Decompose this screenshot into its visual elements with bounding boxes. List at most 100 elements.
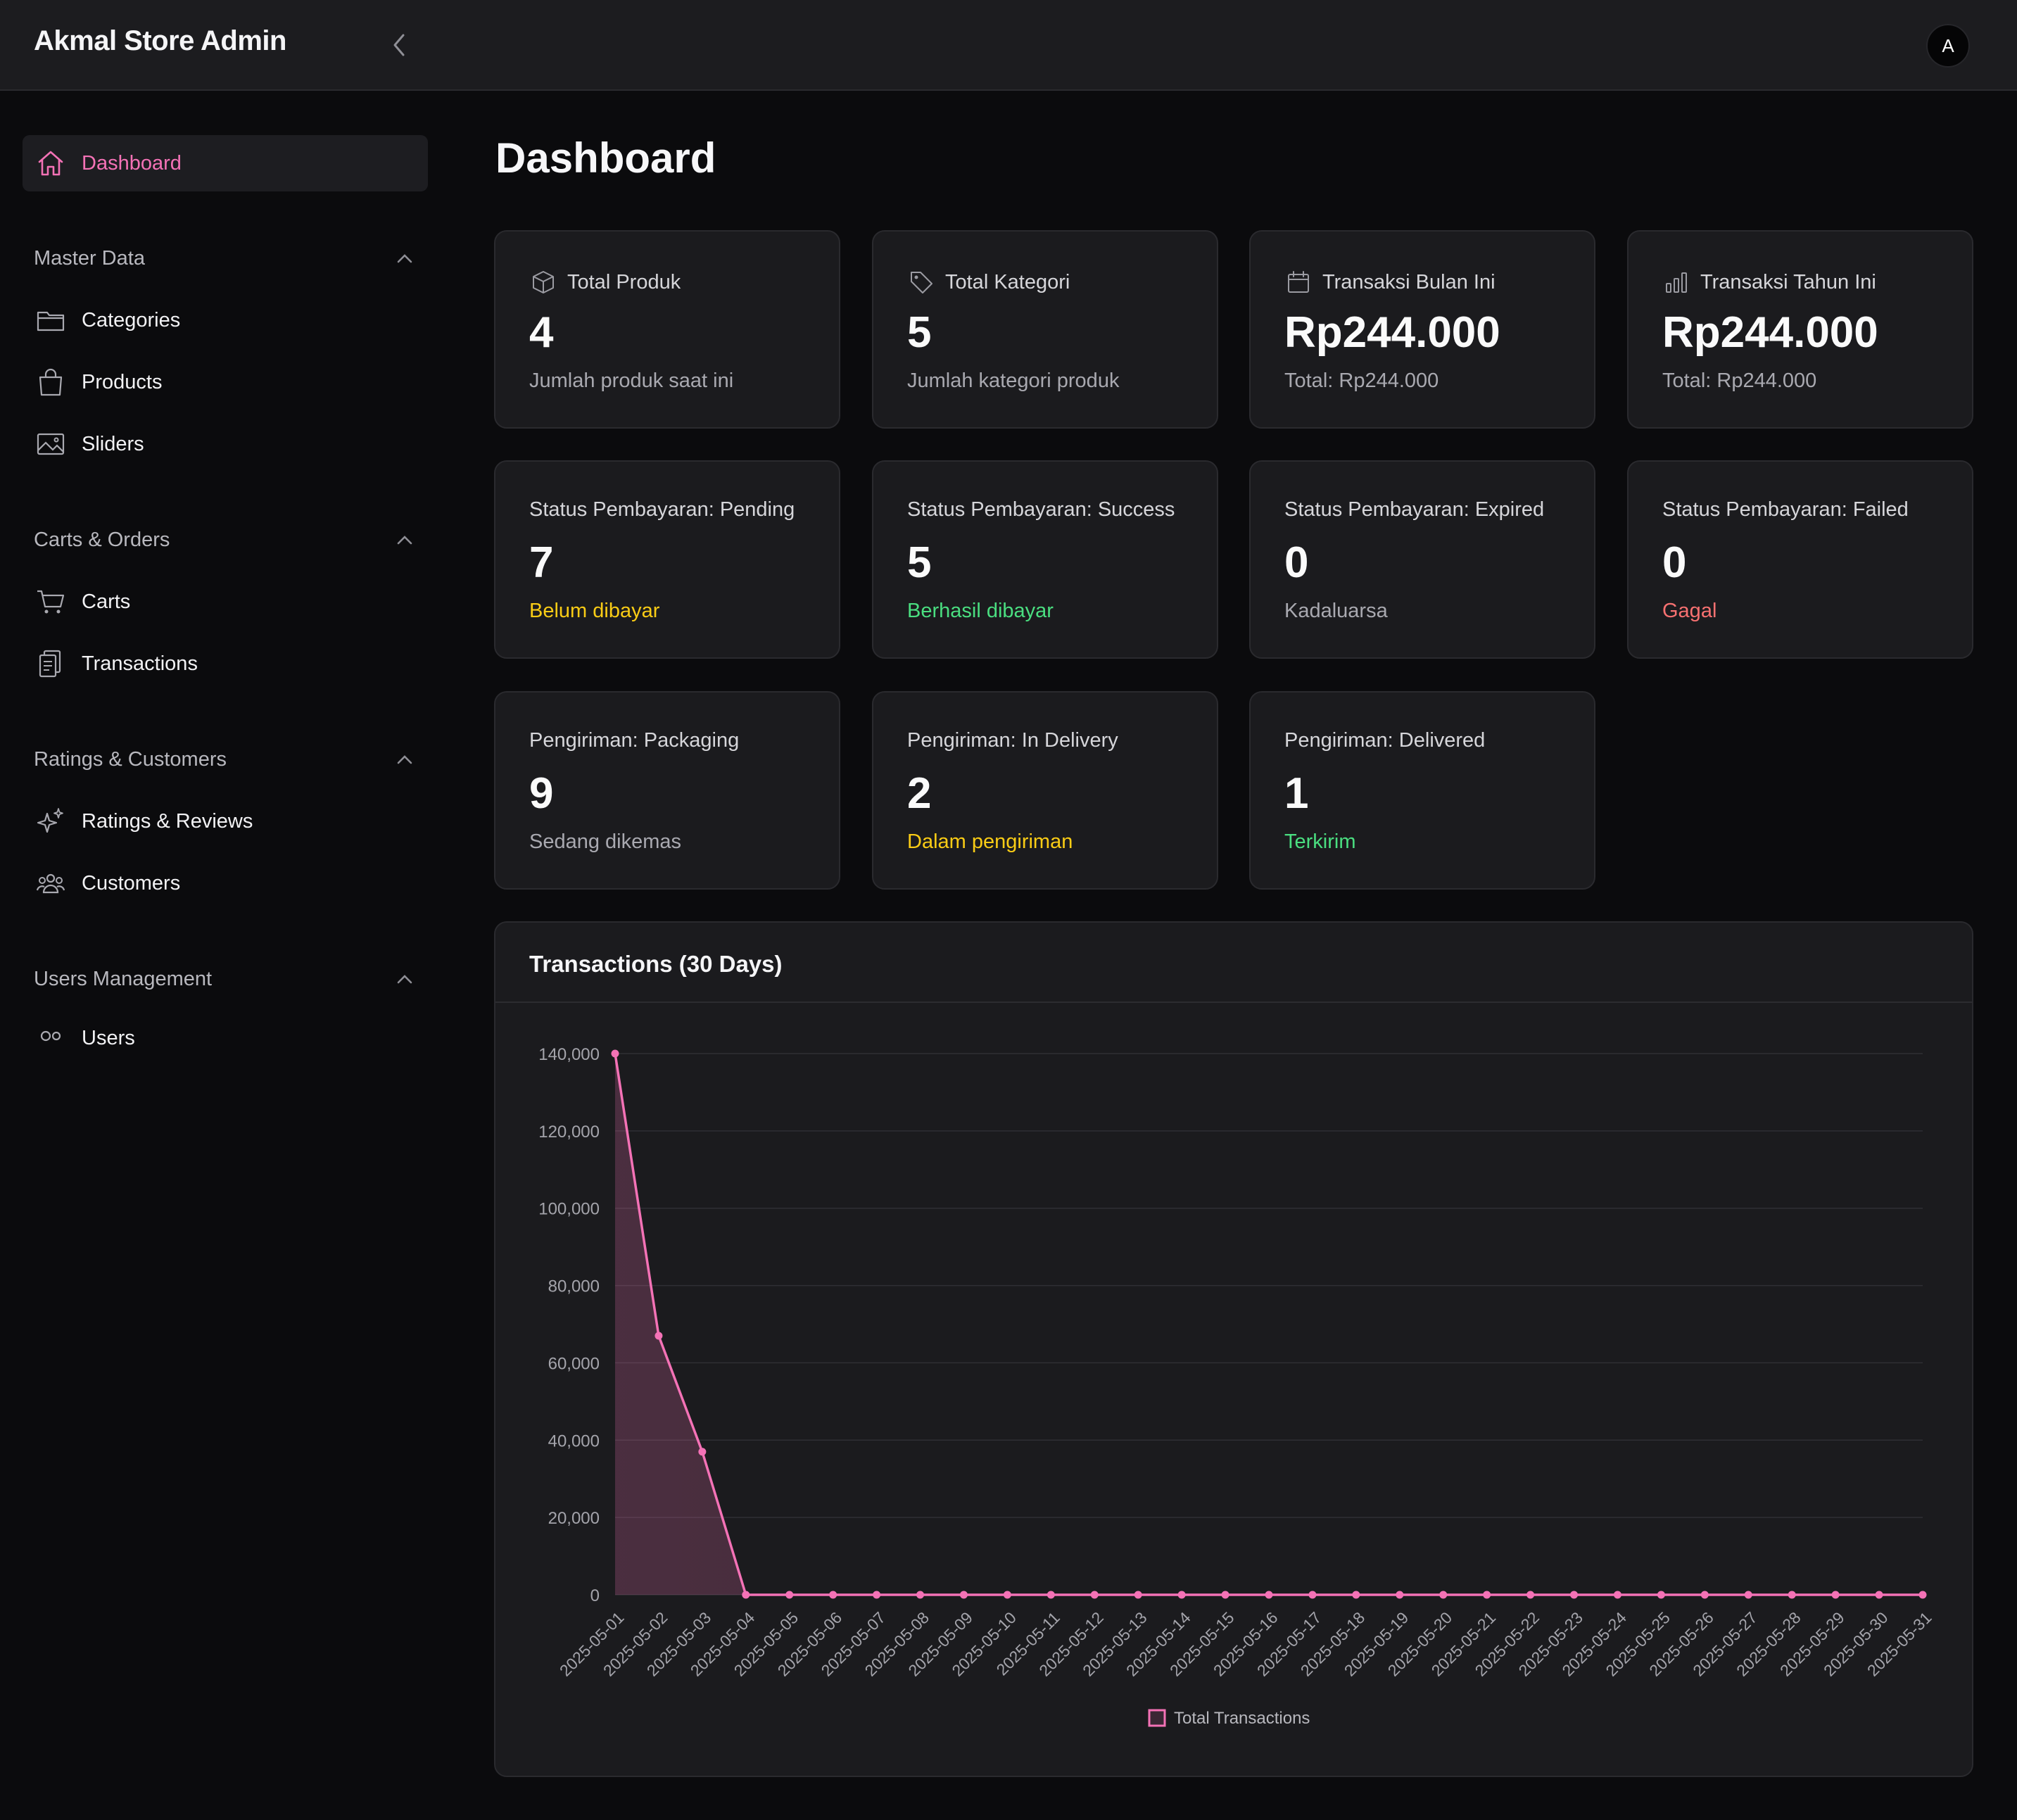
group-label: Users Management	[34, 967, 213, 990]
transactions-chart-card: Transactions (30 Days) 0 20,000 40,000 60,0…	[494, 921, 1973, 1777]
image-icon	[35, 429, 66, 460]
card-title: Status Pembayaran: Success	[907, 498, 1175, 521]
card-title: Status Pembayaran: Expired	[1284, 498, 1545, 521]
data-point[interactable]	[1657, 1591, 1665, 1599]
data-point[interactable]	[1613, 1591, 1621, 1599]
card-value: 9	[529, 769, 554, 818]
page-title: Dashboard	[495, 134, 716, 182]
card-value: 0	[1662, 538, 1687, 587]
data-point[interactable]	[1526, 1591, 1535, 1599]
data-point[interactable]	[1744, 1591, 1752, 1599]
card-subtitle: Belum dibayar	[529, 600, 660, 622]
chart-title: Transactions (30 Days)	[529, 951, 783, 977]
sidebar-item-label: Customers	[82, 871, 181, 895]
stat-card-shipping-delivered: Pengiriman: Delivered 1 Terkirim	[1249, 691, 1595, 890]
sidebar-item-ratings-reviews[interactable]: Ratings & Reviews	[23, 793, 428, 849]
app-title: Akmal Store Admin	[34, 25, 286, 56]
data-point[interactable]	[1090, 1591, 1099, 1599]
line-chart: 0 20,000 40,000 60,000 80,000 100,000 120,000 1…	[538, 1045, 1935, 1728]
card-title: Total Kategori	[945, 270, 1070, 293]
data-point[interactable]	[959, 1591, 968, 1599]
data-point[interactable]	[1177, 1591, 1186, 1599]
data-point[interactable]	[1439, 1591, 1448, 1599]
data-point[interactable]	[1788, 1591, 1796, 1599]
data-point[interactable]	[1308, 1591, 1317, 1599]
folder-icon	[35, 305, 66, 336]
tag-icon	[907, 268, 935, 296]
group-master-data[interactable]: Master Data	[34, 243, 414, 274]
data-point[interactable]	[1918, 1591, 1927, 1599]
sidebar-item-products[interactable]: Products	[23, 354, 428, 410]
group-users-management[interactable]: Users Management	[34, 963, 414, 994]
group-carts-orders[interactable]: Carts & Orders	[34, 524, 414, 555]
card-title: Total Produk	[567, 270, 681, 293]
data-point[interactable]	[1396, 1591, 1404, 1599]
card-subtitle: Kadaluarsa	[1284, 600, 1388, 622]
divider	[495, 1001, 1972, 1003]
y-tick-label: 100,000	[538, 1200, 600, 1219]
card-value: 4	[529, 308, 554, 357]
data-point[interactable]	[1875, 1591, 1883, 1599]
data-point[interactable]	[1831, 1591, 1840, 1599]
stat-card-shipping-packaging: Pengiriman: Packaging 9 Sedang dikemas	[494, 691, 840, 890]
data-point[interactable]	[916, 1591, 925, 1599]
group-ratings-customers[interactable]: Ratings & Customers	[34, 744, 414, 775]
card-value: 5	[907, 308, 932, 357]
sidebar-item-label: Carts	[82, 590, 131, 613]
data-point[interactable]	[1352, 1591, 1360, 1599]
data-point[interactable]	[1700, 1591, 1709, 1599]
series-line	[614, 1053, 1923, 1596]
data-point[interactable]	[785, 1591, 794, 1599]
data-point[interactable]	[1265, 1591, 1273, 1599]
data-point[interactable]	[1221, 1591, 1229, 1599]
stat-card-payment-pending: Status Pembayaran: Pending 7 Belum dibay…	[494, 460, 840, 659]
sidebar-item-categories[interactable]: Categories	[23, 292, 428, 348]
users-icon	[35, 1023, 66, 1049]
y-tick-label: 60,000	[548, 1354, 600, 1373]
sidebar-item-dashboard[interactable]: Dashboard	[23, 135, 428, 191]
data-point[interactable]	[698, 1448, 707, 1456]
data-point[interactable]	[1047, 1591, 1055, 1599]
data-point[interactable]	[829, 1591, 837, 1599]
avatar[interactable]: A	[1926, 24, 1970, 68]
data-point[interactable]	[1134, 1591, 1142, 1599]
group-label: Carts & Orders	[34, 528, 170, 551]
data-point[interactable]	[1570, 1591, 1579, 1599]
sparkles-icon	[35, 806, 66, 837]
card-value: Rp244.000	[1284, 308, 1500, 357]
group-label: Ratings & Customers	[34, 747, 227, 771]
top-bar: Akmal Store Admin A	[0, 0, 2017, 91]
card-value: 0	[1284, 538, 1309, 587]
chevron-up-icon	[397, 254, 412, 263]
bar-chart-icon	[1662, 268, 1690, 296]
card-subtitle: Jumlah kategori produk	[907, 369, 1120, 392]
sidebar-item-users[interactable]: Users	[23, 1010, 428, 1049]
sidebar-item-carts[interactable]: Carts	[23, 574, 428, 630]
stat-card-shipping-in-delivery: Pengiriman: In Delivery 2 Dalam pengirim…	[872, 691, 1218, 890]
data-point[interactable]	[611, 1049, 619, 1058]
collapse-sidebar-button[interactable]	[386, 31, 414, 59]
home-icon	[35, 148, 66, 179]
stat-card-payment-failed: Status Pembayaran: Failed 0 Gagal	[1627, 460, 1973, 659]
sidebar-item-customers[interactable]: Customers	[23, 855, 428, 911]
sidebar-item-sliders[interactable]: Sliders	[23, 416, 428, 472]
data-point[interactable]	[873, 1591, 881, 1599]
y-tick-label: 0	[590, 1586, 600, 1605]
data-point[interactable]	[655, 1332, 663, 1340]
series-area	[615, 1054, 1923, 1595]
stat-card-transaksi-bulan-ini: Transaksi Bulan Ini Rp244.000 Total: Rp2…	[1249, 230, 1595, 429]
sidebar: Dashboard Master Data Categories Product…	[0, 92, 450, 1049]
data-point[interactable]	[1003, 1591, 1011, 1599]
chevron-up-icon	[397, 536, 412, 545]
card-subtitle: Dalam pengiriman	[907, 830, 1073, 853]
legend-label[interactable]: Total Transactions	[1174, 1709, 1310, 1728]
legend-swatch[interactable]	[1148, 1709, 1166, 1727]
sidebar-item-label: Users	[82, 1026, 135, 1049]
data-point[interactable]	[742, 1591, 750, 1599]
sidebar-item-transactions[interactable]: Transactions	[23, 636, 428, 692]
data-point[interactable]	[1483, 1591, 1491, 1599]
sidebar-item-label: Categories	[82, 308, 181, 331]
stat-card-transaksi-tahun-ini: Transaksi Tahun Ini Rp244.000 Total: Rp2…	[1627, 230, 1973, 429]
card-title: Transaksi Bulan Ini	[1322, 270, 1496, 293]
shopping-bag-icon	[35, 367, 66, 398]
